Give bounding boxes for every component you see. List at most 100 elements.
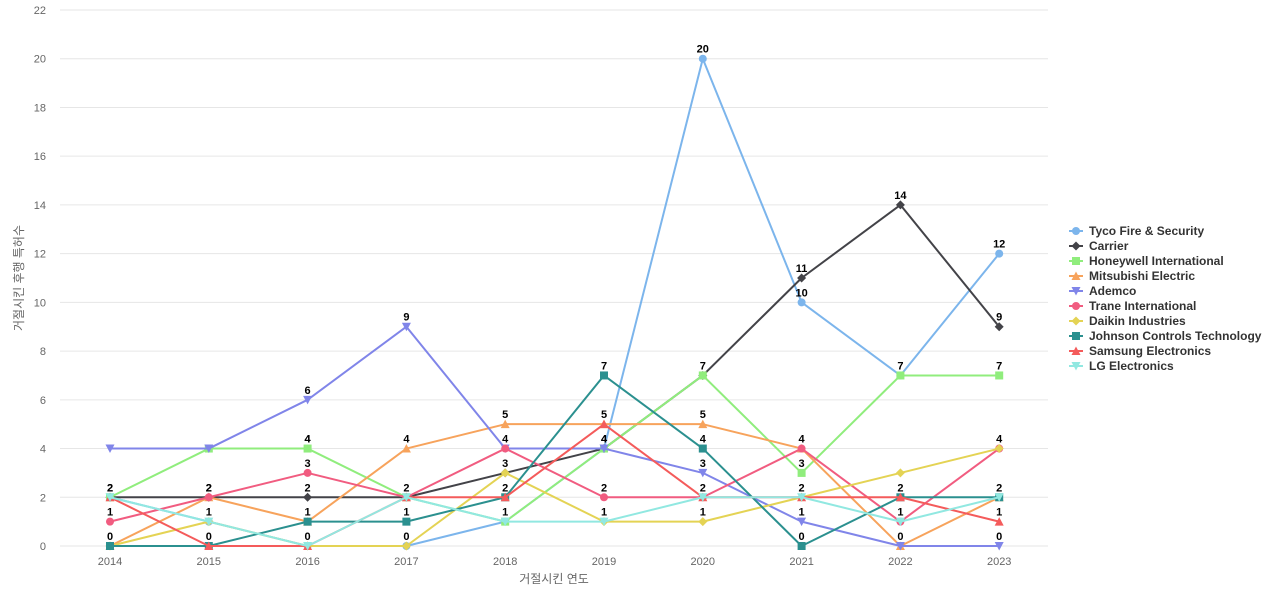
y-tick-label: 4 bbox=[40, 444, 46, 456]
legend-item[interactable]: Daikin Industries bbox=[1069, 314, 1186, 328]
data-label: 7 bbox=[897, 360, 903, 372]
y-tick-label: 14 bbox=[34, 200, 46, 212]
legend-item[interactable]: Samsung Electronics bbox=[1069, 344, 1211, 358]
data-label: 1 bbox=[601, 507, 607, 519]
legend-label: Ademco bbox=[1089, 284, 1136, 298]
data-label: 2 bbox=[897, 482, 903, 494]
data-label: 11 bbox=[796, 263, 808, 275]
x-tick-label: 2023 bbox=[987, 556, 1011, 568]
data-point bbox=[797, 444, 806, 453]
data-label: 2 bbox=[700, 482, 706, 494]
data-label: 14 bbox=[894, 190, 907, 202]
legend-item[interactable]: Trane International bbox=[1069, 299, 1196, 313]
data-label: 2 bbox=[305, 482, 311, 494]
data-point bbox=[401, 493, 411, 502]
data-point bbox=[500, 419, 510, 429]
data-point bbox=[599, 419, 609, 429]
data-point bbox=[204, 493, 213, 502]
legend-item[interactable]: Tyco Fire & Security bbox=[1069, 224, 1204, 238]
x-tick-label: 2017 bbox=[394, 556, 418, 568]
data-label: 4 bbox=[305, 434, 312, 446]
y-tick-label: 16 bbox=[34, 151, 46, 163]
data-point bbox=[995, 371, 1004, 380]
data-label: 6 bbox=[305, 385, 311, 397]
data-label: 4 bbox=[700, 434, 707, 446]
series-line bbox=[109, 325, 1001, 547]
data-point bbox=[401, 541, 411, 551]
y-tick-label: 2 bbox=[40, 492, 46, 504]
legend-item[interactable]: Johnson Controls Technology bbox=[1069, 329, 1262, 343]
data-point bbox=[303, 492, 313, 502]
series-line bbox=[109, 374, 1001, 523]
data-label: 0 bbox=[996, 531, 1002, 543]
data-point bbox=[401, 444, 411, 453]
data-point bbox=[895, 492, 905, 502]
legend-item[interactable]: LG Electronics bbox=[1069, 359, 1174, 373]
data-point bbox=[599, 517, 609, 527]
data-point bbox=[797, 468, 806, 477]
data-label: 1 bbox=[403, 507, 409, 519]
data-point bbox=[500, 492, 510, 502]
data-label: 2 bbox=[107, 482, 113, 494]
data-label: 10 bbox=[795, 287, 807, 299]
data-point bbox=[599, 444, 609, 454]
data-label: 5 bbox=[601, 409, 607, 421]
data-label: 2 bbox=[107, 482, 113, 494]
data-label: 9 bbox=[996, 312, 1002, 324]
data-label: 9 bbox=[403, 312, 409, 324]
data-label: 3 bbox=[502, 458, 508, 470]
data-point bbox=[204, 444, 214, 454]
legend-item[interactable]: Ademco bbox=[1069, 284, 1136, 298]
x-tick-label: 2022 bbox=[888, 556, 912, 568]
data-label: 7 bbox=[601, 360, 607, 372]
legend-marker-icon bbox=[1071, 346, 1081, 355]
data-label: 1 bbox=[897, 507, 903, 519]
data-label: 4 bbox=[996, 434, 1003, 446]
legend-marker-icon bbox=[1071, 241, 1081, 251]
x-tick-label: 2021 bbox=[789, 556, 813, 568]
data-label: 7 bbox=[700, 360, 706, 372]
y-tick-label: 8 bbox=[40, 346, 46, 358]
data-label: 1 bbox=[700, 507, 706, 519]
legend-marker-icon bbox=[1071, 362, 1081, 371]
data-label: 4 bbox=[601, 434, 608, 446]
data-point bbox=[995, 249, 1004, 258]
data-label: 2 bbox=[996, 482, 1002, 494]
series-line bbox=[109, 423, 1001, 547]
y-tick-label: 12 bbox=[34, 249, 46, 261]
legend-item[interactable]: Mitsubishi Electric bbox=[1069, 269, 1195, 283]
legend-label: Samsung Electronics bbox=[1089, 344, 1211, 358]
data-label: 2 bbox=[206, 482, 212, 494]
data-point bbox=[303, 395, 313, 405]
data-label: 5 bbox=[700, 409, 706, 421]
data-point bbox=[402, 517, 411, 526]
legend-item[interactable]: Carrier bbox=[1069, 239, 1129, 253]
data-point bbox=[105, 493, 115, 502]
data-point bbox=[994, 322, 1004, 332]
data-label: 2 bbox=[403, 482, 409, 494]
data-point bbox=[303, 444, 312, 453]
data-point bbox=[797, 517, 807, 527]
data-label: 1 bbox=[107, 507, 113, 519]
data-label: 0 bbox=[107, 531, 113, 543]
legend-marker-icon bbox=[1072, 257, 1080, 265]
legend-marker-icon bbox=[1071, 316, 1081, 326]
x-tick-label: 2019 bbox=[592, 556, 616, 568]
legend-item[interactable]: Honeywell International bbox=[1069, 254, 1224, 268]
data-label: 1 bbox=[996, 507, 1002, 519]
data-point bbox=[698, 419, 708, 429]
data-point bbox=[600, 493, 608, 502]
data-point bbox=[895, 200, 905, 210]
data-label: 2 bbox=[502, 482, 508, 494]
data-label: 0 bbox=[206, 531, 212, 543]
y-tick-label: 10 bbox=[34, 297, 46, 309]
data-label: 3 bbox=[799, 458, 805, 470]
y-tick-label: 18 bbox=[34, 102, 46, 114]
legend-marker-icon bbox=[1072, 332, 1080, 340]
data-point bbox=[994, 444, 1004, 454]
data-label: 1 bbox=[799, 507, 805, 519]
data-point bbox=[895, 468, 905, 478]
data-point bbox=[500, 517, 510, 527]
data-label: 2 bbox=[206, 482, 212, 494]
y-tick-label: 0 bbox=[40, 541, 46, 553]
